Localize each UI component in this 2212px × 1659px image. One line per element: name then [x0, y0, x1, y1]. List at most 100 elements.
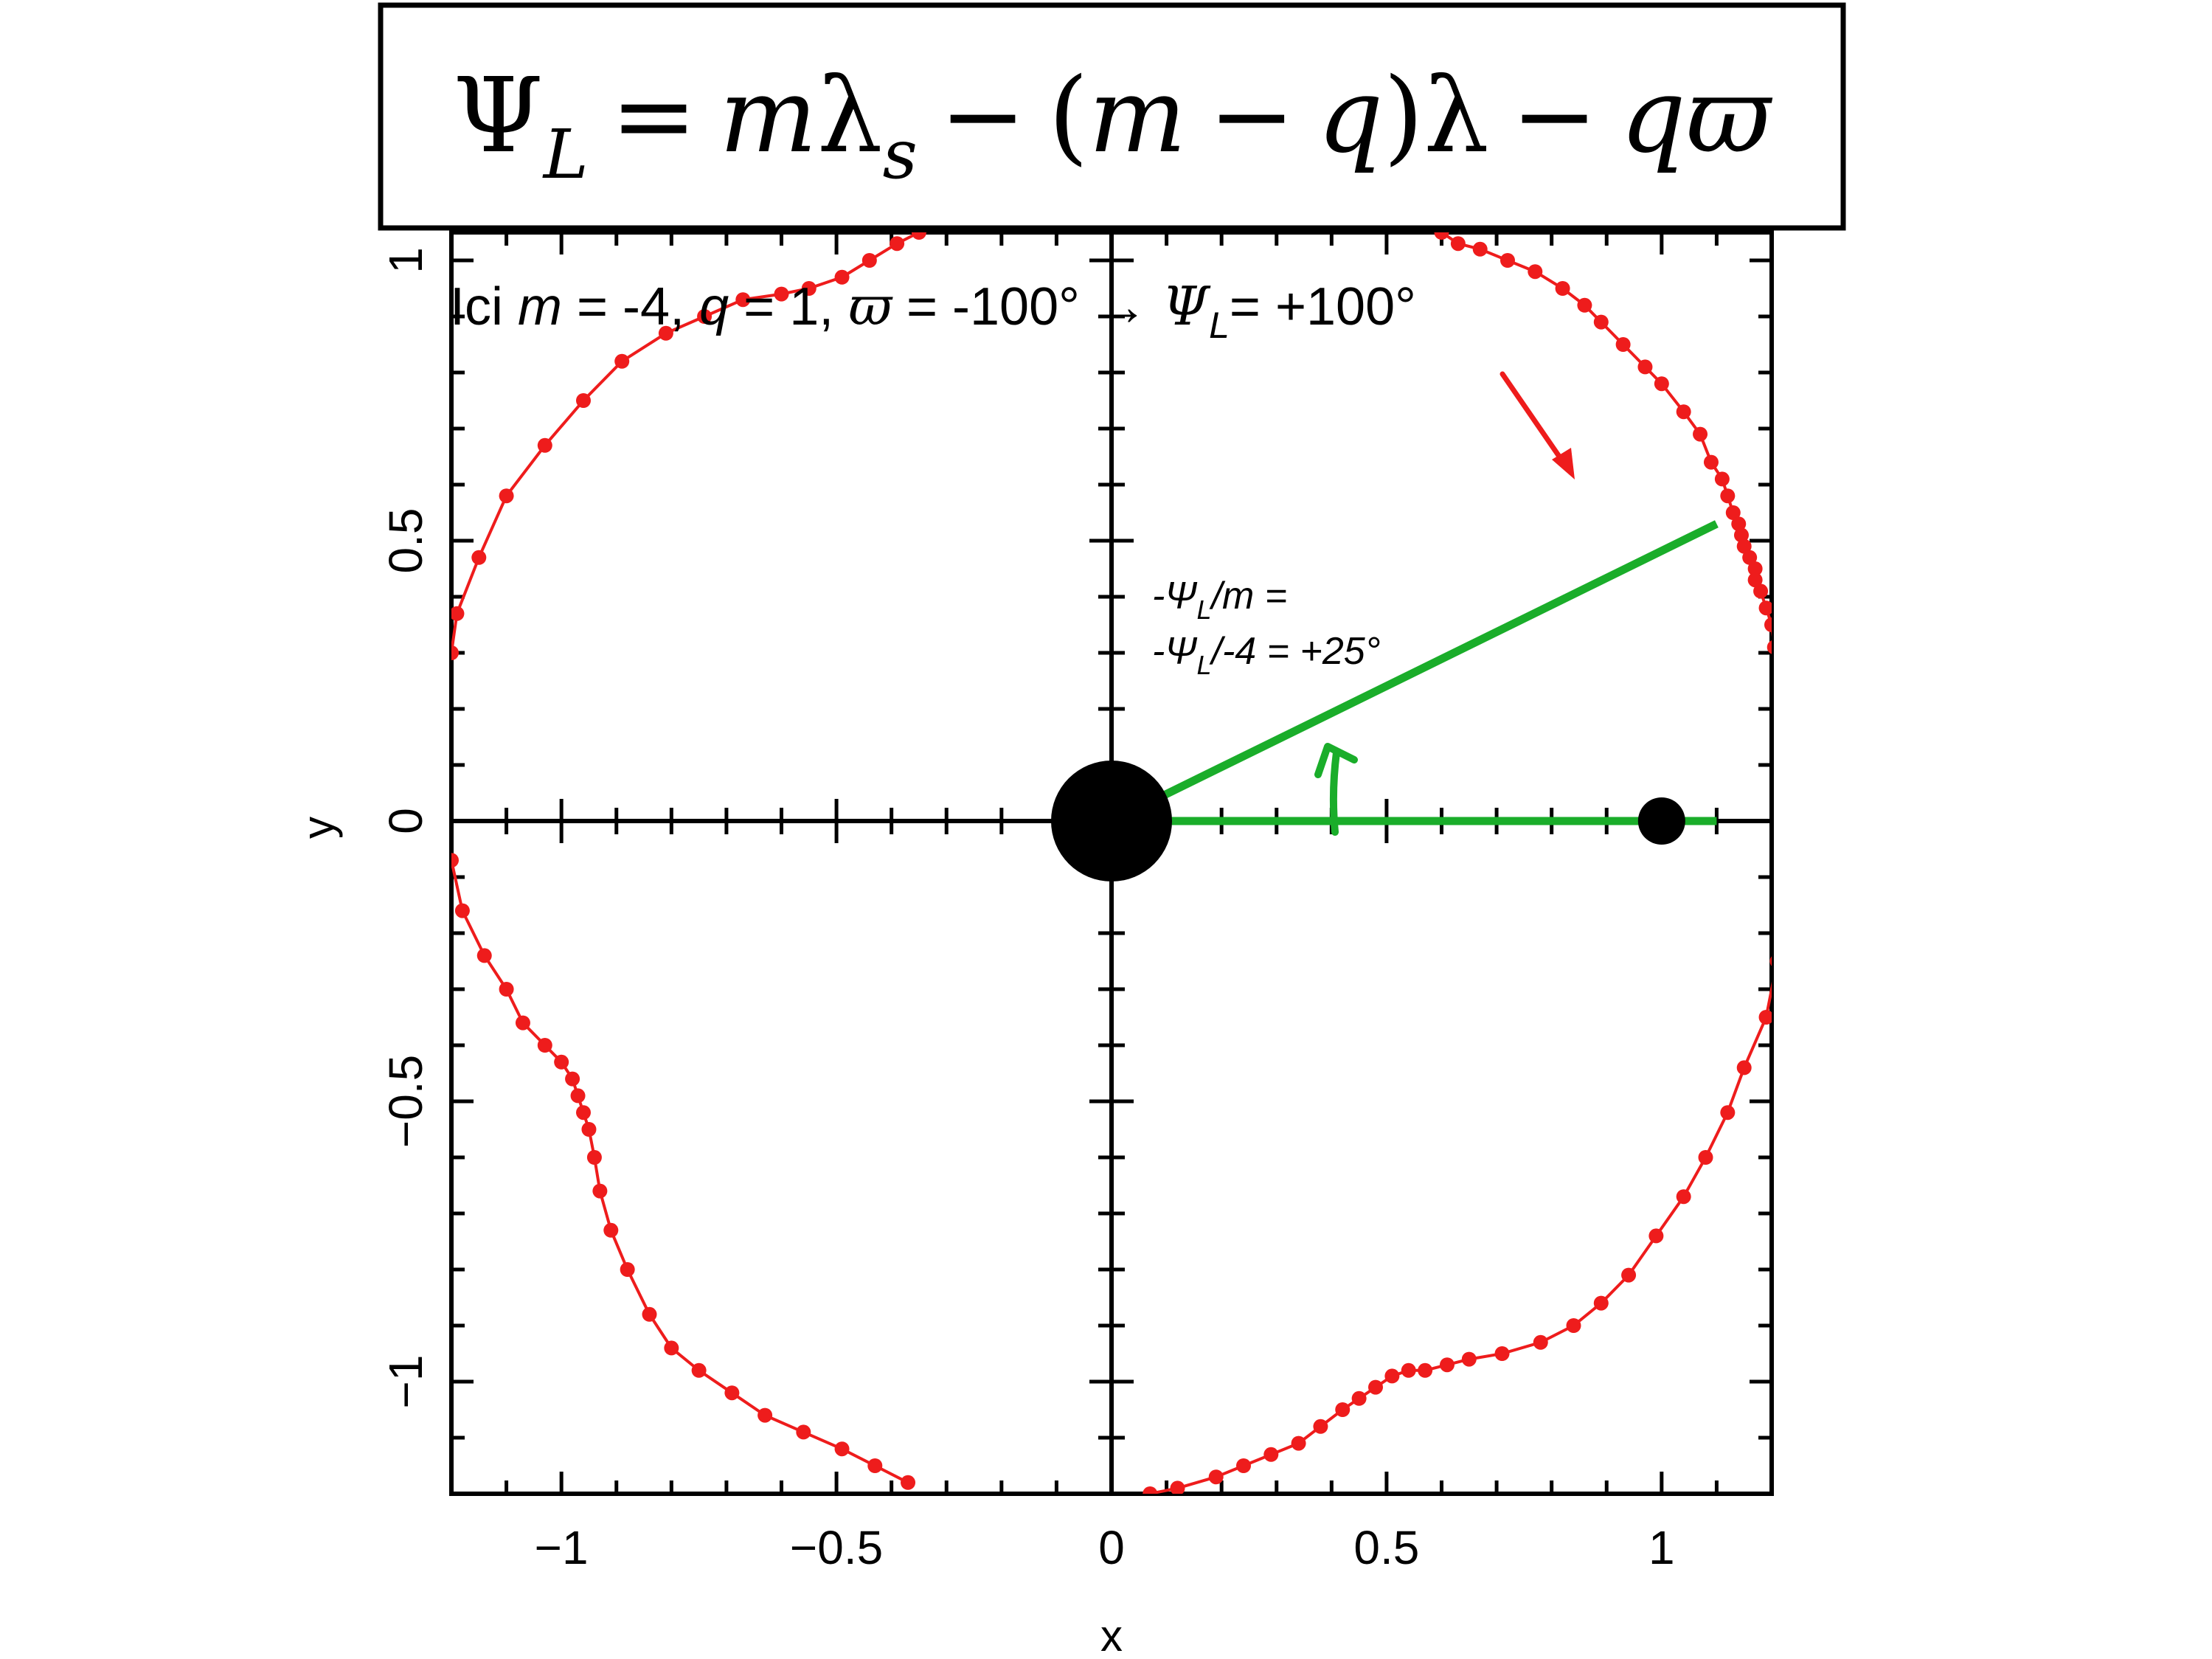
orbit-point	[1783, 713, 1798, 727]
orbit-point	[1461, 1351, 1477, 1367]
orbit-point	[1731, 516, 1747, 532]
orbit-point	[1654, 376, 1669, 392]
x-tick-label: 0	[1098, 1521, 1125, 1574]
orbit-point	[834, 1441, 850, 1457]
orbit-point	[476, 948, 492, 963]
angle-label-line2: -ΨL/-4 = +25°	[1152, 630, 1381, 680]
orbit-point	[454, 903, 470, 918]
orbit-point	[867, 1458, 883, 1473]
formula-box: ΨL = mλs − (m − q)λ − qϖ	[378, 2, 1846, 231]
orbit-point	[1753, 583, 1769, 599]
orbit-point	[834, 269, 850, 285]
orbit-point	[1418, 1362, 1433, 1378]
orbit-point	[1555, 281, 1570, 296]
central-body	[1051, 761, 1172, 882]
x-tick-label: 0.5	[1353, 1521, 1419, 1574]
y-tick-label: 0	[379, 808, 432, 834]
x-axis-title: x	[1100, 1611, 1123, 1659]
angle-lines	[1109, 520, 1719, 825]
orbit-point	[1368, 1379, 1383, 1395]
orbit-point	[642, 1306, 657, 1322]
orbit-point	[1693, 426, 1708, 442]
orbit-point	[1769, 956, 1772, 966]
orbit-point	[614, 353, 630, 369]
orbit-point	[499, 982, 514, 997]
formula: ΨL = mλs − (m − q)λ − qϖ	[453, 56, 1773, 194]
orbit-point	[586, 1150, 602, 1165]
orbit-point	[1789, 747, 1804, 761]
orbit-point	[1494, 1346, 1510, 1361]
angle-line	[1109, 520, 1719, 825]
orbit-point	[1208, 1469, 1224, 1485]
orbit-point	[537, 437, 552, 453]
orbit-point	[1764, 617, 1772, 632]
orbit-point	[1775, 915, 1790, 929]
orbit-point	[1291, 1435, 1306, 1451]
orbit-point	[1758, 600, 1772, 616]
orbit-point	[691, 1362, 707, 1378]
orbit-point	[1621, 1267, 1637, 1283]
orbit-point	[1778, 685, 1793, 699]
angle-arc	[1314, 743, 1358, 836]
orbit-point	[1792, 814, 1806, 828]
orbit-point	[658, 325, 673, 341]
orbit-point	[757, 1407, 773, 1423]
orbit-point	[1714, 471, 1730, 487]
parameters-annotation: Ici m = -4, q = 1, ϖ = -100° → ΨL= +100°	[450, 275, 1416, 346]
orbit-point	[911, 232, 926, 240]
orbit-point	[1439, 1357, 1455, 1373]
orbit-point	[1736, 1060, 1752, 1076]
satellite	[1637, 797, 1685, 845]
orbit-point	[801, 281, 817, 296]
orbit-point	[1725, 505, 1741, 520]
orbit-line	[451, 859, 909, 1484]
orbit-point	[581, 1122, 597, 1137]
orbit-line	[451, 232, 920, 654]
orbit-point	[1720, 488, 1736, 504]
orbit-point	[1263, 1447, 1279, 1462]
orbit-point	[515, 1015, 530, 1031]
orbit-point	[1170, 1480, 1185, 1494]
orbit-point	[1747, 572, 1763, 588]
orbit-point	[1792, 775, 1806, 789]
bodies	[1051, 761, 1685, 882]
x-tick-label: 1	[1648, 1521, 1675, 1574]
orbit-point	[1528, 264, 1543, 280]
orbit-point	[554, 1054, 569, 1070]
orbit-point	[592, 1183, 608, 1199]
pointer-arrow	[1499, 371, 1575, 479]
orbit-point	[1676, 404, 1691, 420]
orbit-point	[1742, 550, 1758, 565]
orbit-point	[1703, 454, 1719, 470]
y-axis-title: y	[294, 817, 343, 839]
orbit-point	[1401, 1362, 1416, 1378]
orbit-point	[1772, 662, 1787, 677]
orbit-point	[1781, 881, 1795, 896]
orbit-point	[724, 1385, 740, 1401]
orbit-point	[861, 253, 877, 268]
orbit-point	[576, 1105, 591, 1121]
orbit-point	[890, 236, 905, 252]
x-tick-label: −0.5	[790, 1521, 883, 1574]
y-tick-label: 0.5	[379, 508, 432, 574]
orbit-point	[570, 1088, 586, 1104]
orbit-point	[1236, 1458, 1251, 1473]
orbit-point	[1758, 1010, 1772, 1025]
orbit-point	[1615, 337, 1631, 352]
orbit-point	[620, 1262, 635, 1277]
y-tick-label: −0.5	[379, 1055, 432, 1148]
orbit-point	[664, 1340, 679, 1356]
angle-label-line1: -ΨL/m =	[1152, 575, 1287, 625]
orbit-point	[576, 393, 591, 408]
orbit-point	[1676, 1189, 1691, 1205]
y-tick-label: 1	[379, 247, 432, 274]
orbit-point	[1384, 1368, 1400, 1384]
orbit-point	[1747, 561, 1763, 576]
orbit-point	[1434, 232, 1449, 240]
orbit-point	[565, 1071, 580, 1087]
x-tick-label: −1	[535, 1521, 589, 1574]
orbit-point	[1566, 1318, 1581, 1333]
orbit-point	[451, 645, 459, 660]
orbit-point	[499, 488, 514, 504]
orbit-point	[1143, 1486, 1158, 1494]
